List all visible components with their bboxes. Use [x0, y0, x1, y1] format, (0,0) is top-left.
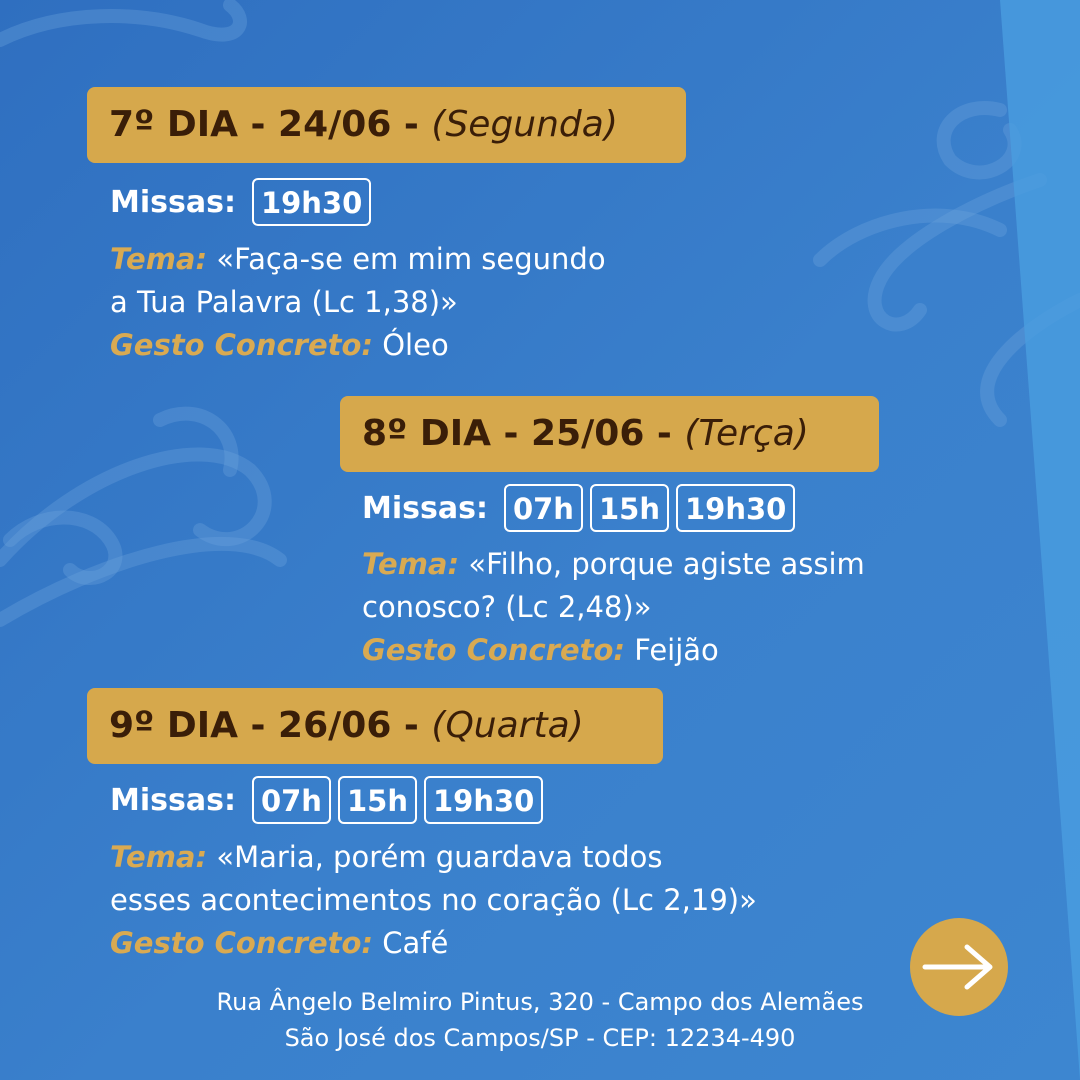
theme-text-line2: a Tua Palavra (Lc 1,38)» — [110, 285, 458, 319]
mass-time-badge: 07h — [503, 484, 583, 532]
mass-time-badge: 15h — [589, 484, 669, 532]
day-9-weekday: (Quarta) — [431, 705, 584, 746]
mass-time-badge: 07h — [251, 776, 331, 824]
mass-time-badge: 19h30 — [251, 178, 372, 226]
gesture-text: Feijão — [634, 633, 719, 667]
day-7-info: Tema: «Faça-se em mim segundo a Tua Pala… — [110, 238, 606, 367]
day-7-gesture: Gesto Concreto: Óleo — [110, 324, 606, 367]
masses-label: Missas: — [362, 490, 488, 526]
mass-time-badge: 15h — [337, 776, 417, 824]
day-9-masses: Missas: 07h 15h 19h30 — [110, 774, 550, 826]
masses-label: Missas: — [110, 184, 236, 220]
gesture-text: Café — [382, 926, 449, 960]
gesture-label: Gesto Concreto: — [362, 633, 626, 667]
mass-time-badge: 19h30 — [423, 776, 544, 824]
gesture-text: Óleo — [382, 328, 449, 362]
page-fold-decoration — [1000, 0, 1080, 1080]
theme-label: Tema: — [110, 840, 208, 874]
address-line1: Rua Ângelo Belmiro Pintus, 320 - Campo d… — [216, 988, 864, 1016]
day-9-theme: Tema: «Maria, porém guardava todos — [110, 836, 757, 879]
gesture-label: Gesto Concreto: — [110, 926, 374, 960]
day-8-theme: Tema: «Filho, porque agiste assim — [362, 543, 865, 586]
day-7-theme: Tema: «Faça-se em mim segundo — [110, 238, 606, 281]
day-9-gesture: Gesto Concreto: Café — [110, 922, 757, 965]
theme-text-line1: «Faça-se em mim segundo — [216, 242, 606, 276]
arrow-right-icon — [922, 944, 993, 990]
day-9-title: 9º DIA - 26/06 - — [109, 705, 419, 746]
next-button[interactable] — [910, 918, 1008, 1016]
day-8-weekday: (Terça) — [684, 413, 809, 454]
masses-label: Missas: — [110, 782, 236, 818]
day-8-masses: Missas: 07h 15h 19h30 — [362, 482, 802, 534]
day-7-weekday: (Segunda) — [431, 104, 618, 145]
address-line2: São José dos Campos/SP - CEP: 12234-490 — [284, 1024, 796, 1052]
day-8-gesture: Gesto Concreto: Feijão — [362, 629, 865, 672]
day-7-masses: Missas: 19h30 — [110, 176, 378, 228]
theme-text-line2: conosco? (Lc 2,48)» — [362, 590, 652, 624]
day-9-header: 9º DIA - 26/06 - (Quarta) — [87, 688, 663, 764]
mass-time-badge: 19h30 — [675, 484, 796, 532]
theme-text-line2: esses acontecimentos no coração (Lc 2,19… — [110, 883, 757, 917]
day-7-header: 7º DIA - 24/06 - (Segunda) — [87, 87, 686, 163]
day-7-title: 7º DIA - 24/06 - — [109, 104, 419, 145]
day-8-title: 8º DIA - 25/06 - — [362, 413, 672, 454]
day-9-info: Tema: «Maria, porém guardava todos esses… — [110, 836, 757, 965]
theme-label: Tema: — [362, 547, 460, 581]
theme-text-line1: «Maria, porém guardava todos — [216, 840, 663, 874]
theme-label: Tema: — [110, 242, 208, 276]
gesture-label: Gesto Concreto: — [110, 328, 374, 362]
day-8-header: 8º DIA - 25/06 - (Terça) — [340, 396, 879, 472]
address: Rua Ângelo Belmiro Pintus, 320 - Campo d… — [0, 984, 1080, 1056]
day-8-info: Tema: «Filho, porque agiste assim conosc… — [362, 543, 865, 672]
theme-text-line1: «Filho, porque agiste assim — [468, 547, 865, 581]
